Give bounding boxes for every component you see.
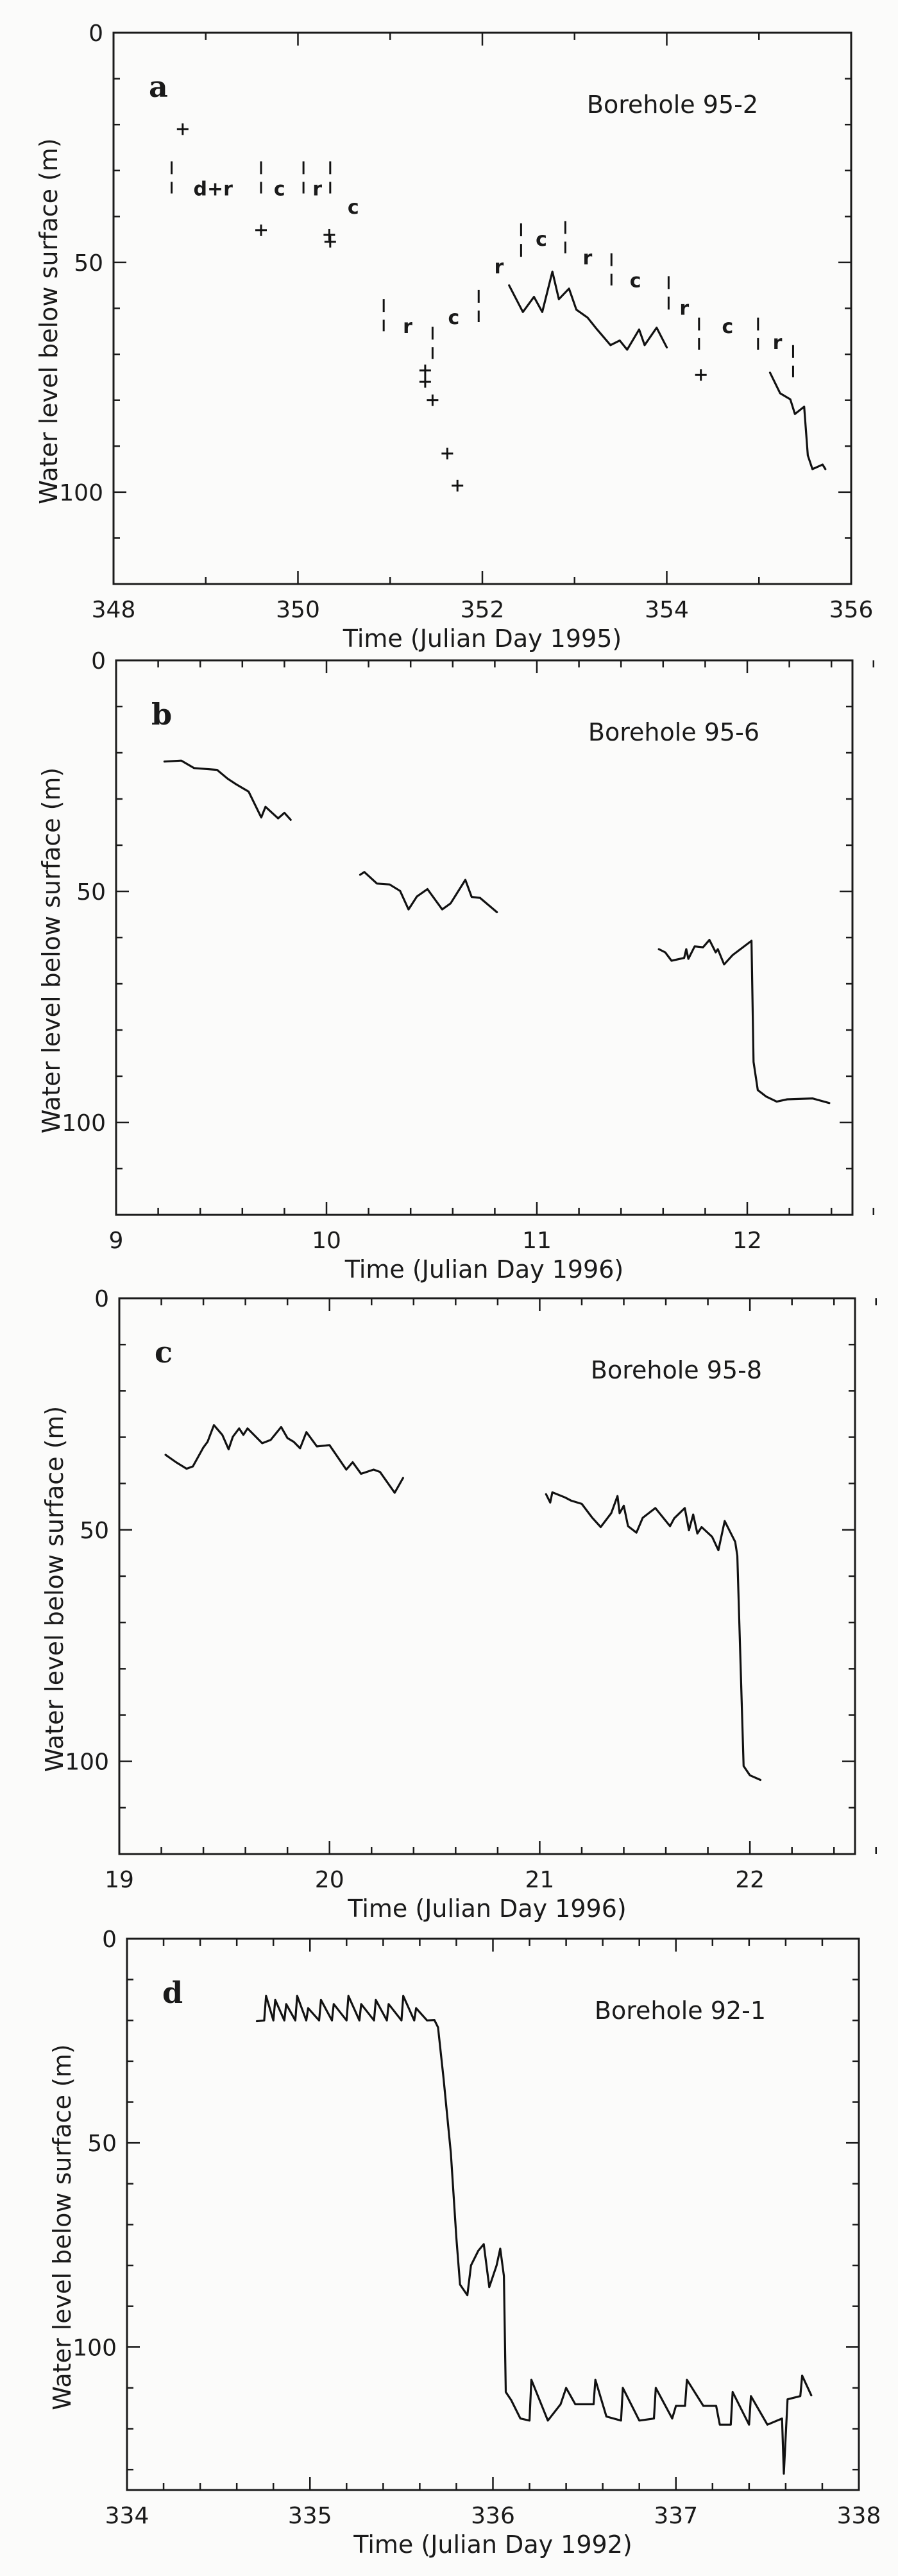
x-tick-label: 9 [109,1228,124,1254]
y-tick-label: 100 [59,480,103,506]
panel-a: 348 350 352 354 356 Time (Julian Day 1995) 0 50… [35,21,873,653]
y-axis-ticks [116,659,852,1216]
water-level-line [359,871,498,914]
period-annotations: d+r c r c r c r c r c r c r [194,178,783,354]
x-tick-label: 22 [735,1867,765,1893]
x-tick-label: 20 [315,1867,344,1893]
period-label: r [312,178,322,200]
period-dividers [171,161,794,377]
x-tick-label: 336 [471,2503,515,2529]
period-label: r [494,256,504,279]
panel-letter: c [155,1335,173,1370]
y-tick-label: 50 [80,1518,109,1544]
y-axis-label: Water level below surface (m) [40,1406,69,1773]
y-tick-labels: 0 50 100 [59,21,103,506]
water-level-line [545,1491,762,1782]
period-label: c [448,307,460,329]
x-tick-label: 11 [522,1228,552,1254]
x-tick-label: 354 [645,597,689,623]
water-level-line [163,759,292,821]
y-axis-ticks [119,1297,855,1855]
y-tick-label: 100 [72,2335,117,2361]
x-axis-ticks [118,1298,877,1854]
y-tick-label: 0 [91,648,106,674]
y-tick-label: 50 [87,2131,117,2157]
x-tick-label: 352 [461,597,505,623]
y-tick-labels: 0 50 100 [72,1927,117,2361]
x-tick-label: 348 [92,597,136,623]
x-tick-label: 10 [312,1228,341,1254]
x-tick-label: 19 [105,1867,134,1893]
borehole-title: Borehole 92-1 [595,1996,766,2025]
x-tick-label: 337 [654,2503,698,2529]
x-tick-labels: 9 10 11 12 [109,1228,762,1254]
period-label: c [348,196,359,219]
period-label: c [274,178,285,200]
x-tick-label: 335 [288,2503,332,2529]
y-axis-ticks [114,31,851,585]
panel-letter: b [151,697,172,732]
borehole-title: Borehole 95-2 [587,90,758,119]
y-tick-label: 0 [102,1927,117,1953]
x-axis-ticks [115,660,875,1215]
water-level-line [768,372,827,470]
x-axis-ticks [126,1939,860,2490]
water-level-line [508,270,668,351]
y-tick-label: 0 [89,21,103,47]
panel-b: 9 10 11 12 Time (Julian Day 1996) 0 50 100Water… [37,648,875,1284]
y-tick-label: 100 [65,1749,109,1776]
y-axis-label: Water level below surface (m) [35,138,63,504]
y-tick-labels: 0 50 100 [65,1286,109,1776]
water-level-line [657,938,831,1104]
x-axis-label: Time (Julian Day 1995) [343,624,622,653]
panel-d: 334 335 336 337 338 Time (Julian Day 1992) 0 50… [48,1927,881,2559]
x-tick-label: 21 [525,1867,555,1893]
period-label: c [722,316,733,338]
x-tick-label: 334 [105,2503,149,2529]
panel-letter: a [149,69,168,104]
period-label: r [403,316,412,338]
x-axis-label: Time (Julian Day 1996) [347,1894,626,1923]
y-tick-label: 100 [62,1110,106,1137]
water-level-line [164,1424,405,1494]
y-tick-label: 50 [76,879,106,906]
period-label: r [582,247,592,270]
y-tick-label: 0 [94,1286,109,1312]
period-label: d+r [194,178,233,200]
period-label: c [536,228,547,251]
borehole-title: Borehole 95-8 [591,1356,762,1384]
x-tick-label: 12 [733,1228,762,1254]
period-label: c [630,270,641,293]
period-label: r [773,332,783,354]
x-tick-labels: 348 350 352 354 356 [92,597,874,623]
y-axis-ticks [127,1937,859,2471]
y-tick-label: 50 [74,250,103,277]
x-axis-label: Time (Julian Day 1992) [353,2530,632,2559]
x-axis-label: Time (Julian Day 1996) [344,1255,623,1284]
water-level-line [255,1995,813,2475]
panel-letter: d [162,1975,183,2010]
borehole-title: Borehole 95-6 [588,718,759,746]
panel-c: 19 20 21 22 Time (Julian Day 1996) 0 50 100Wate… [40,1286,877,1923]
x-axis-ticks [112,33,852,584]
x-tick-labels: 19 20 21 22 [105,1867,765,1893]
x-tick-labels: 334 335 336 337 338 [105,2503,881,2529]
period-label: r [679,298,689,320]
point-measurements [176,123,707,492]
x-tick-label: 356 [829,597,874,623]
x-tick-label: 350 [276,597,320,623]
x-tick-label: 338 [837,2503,881,2529]
y-tick-labels: 0 50 100 [62,648,106,1137]
y-axis-label: Water level below surface (m) [37,768,65,1134]
y-axis-label: Water level below surface (m) [48,2044,76,2410]
